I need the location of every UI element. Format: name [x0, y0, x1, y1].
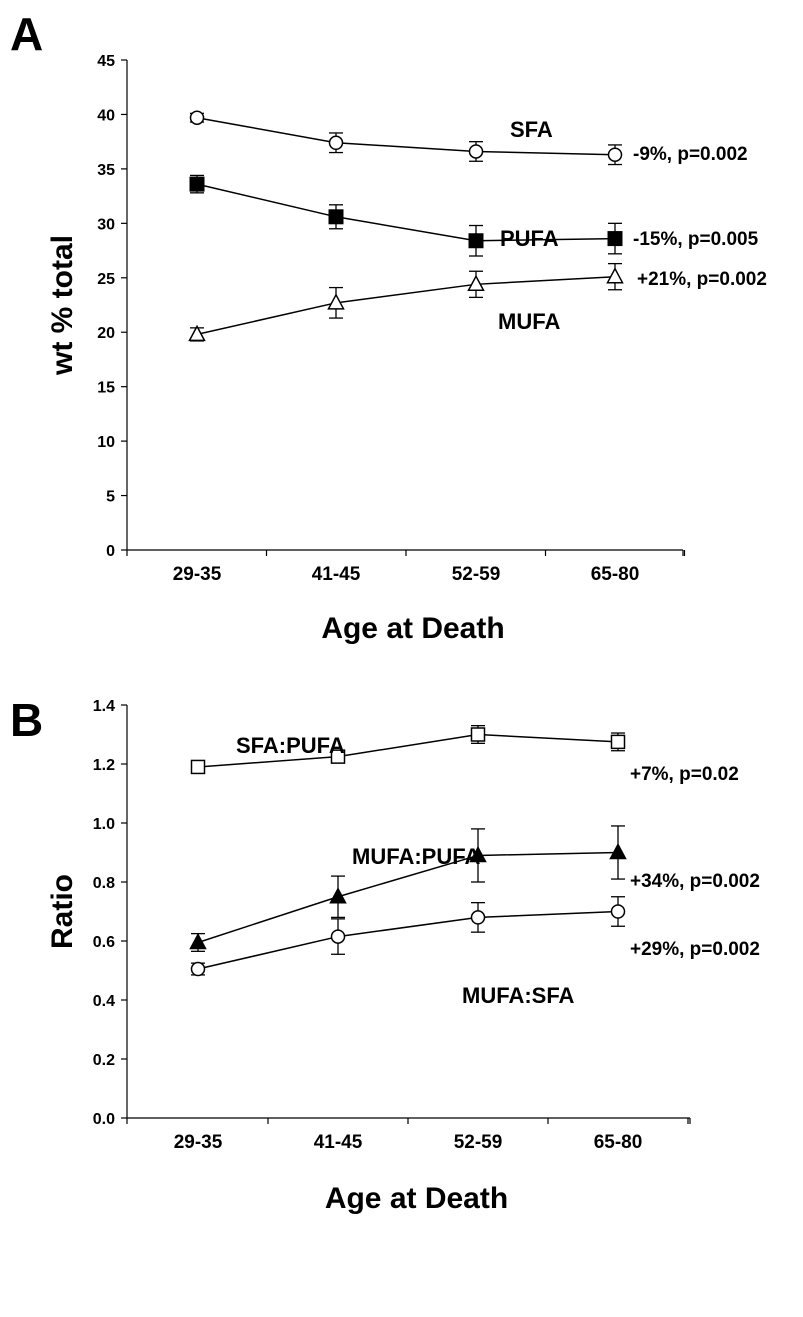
- series-label-pufa: PUFA: [500, 226, 559, 251]
- annotation-mufa-pufa: +34%, p=0.002: [630, 871, 760, 892]
- y-tick-label: 0.4: [93, 993, 115, 1010]
- series-line-mufa-sfa: [197, 910, 619, 970]
- data-point-pufa: [328, 209, 344, 225]
- data-point-mufa-pufa: [189, 932, 207, 950]
- annotation-pufa: -15%, p=0.005: [633, 229, 759, 250]
- x-tick-label: 65-80: [594, 1132, 643, 1153]
- data-point-sfa: [468, 144, 484, 159]
- y-axis-title: wt % total: [46, 235, 79, 376]
- x-tick-label: 29-35: [173, 564, 222, 585]
- data-point-sfa: [189, 110, 205, 125]
- data-point-pufa: [468, 233, 484, 249]
- data-point-mufa: [327, 293, 345, 310]
- series-label-sfa: SFA: [510, 117, 553, 142]
- annotation-sfa-pufa: +7%, p=0.02: [630, 764, 739, 785]
- x-tick-label: 52-59: [454, 1132, 503, 1153]
- data-point-sfa: [328, 135, 344, 151]
- y-tick-label: 15: [97, 380, 115, 397]
- data-point-mufa-sfa: [610, 904, 626, 919]
- x-tick-label: 41-45: [312, 564, 361, 585]
- y-tick-label: 40: [97, 107, 115, 124]
- series-line-pufa: [196, 183, 616, 242]
- data-point-sfa-pufa: [330, 749, 346, 764]
- y-axis-title: Ratio: [46, 874, 79, 949]
- data-point-mufa: [188, 324, 206, 342]
- y-tick-label: 10: [97, 434, 115, 451]
- y-tick-label: 1.0: [93, 816, 115, 833]
- annotation-mufa-sfa: +29%, p=0.002: [630, 939, 760, 960]
- y-tick-label: 45: [97, 53, 115, 70]
- series-line-mufa-pufa: [197, 851, 619, 944]
- x-tick-label: 41-45: [314, 1132, 363, 1153]
- data-point-mufa-sfa: [470, 910, 486, 925]
- x-axis-title: Age at Death: [325, 1182, 508, 1215]
- y-tick-label: 35: [97, 162, 115, 179]
- panel-letter-b: B: [10, 694, 43, 746]
- series-line-sfa: [196, 116, 616, 156]
- panel-a-chart: A 0 5 10 15 20 25 30 35 40 45 29-35 41-45 52-59 65-80 A…: [10, 8, 767, 645]
- annotation-mufa: +21%, p=0.002: [637, 269, 767, 290]
- y-tick-label: 25: [97, 271, 115, 288]
- x-tick-label: 65-80: [591, 564, 640, 585]
- y-tick-label: 30: [97, 216, 115, 233]
- series-label-sfa-pufa: SFA:PUFA: [236, 733, 345, 758]
- data-point-sfa-pufa: [190, 759, 206, 775]
- data-point-mufa-sfa: [330, 929, 346, 944]
- y-tick-label: 0.6: [93, 934, 115, 951]
- y-tick-label: 20: [97, 325, 115, 342]
- x-tick-label: 29-35: [174, 1132, 223, 1153]
- data-point-sfa: [607, 147, 623, 162]
- panel-letter-a: A: [10, 8, 43, 60]
- data-point-sfa-pufa: [470, 727, 486, 742]
- y-tick-label: 5: [106, 489, 115, 506]
- panel-b-chart: B 0.0 0.2 0.4 0.6 0.8 1.0 1.2 1.4 29-35 41-45 52-59…: [10, 694, 760, 1215]
- series-line-mufa: [196, 275, 616, 336]
- data-point-mufa-pufa: [469, 845, 487, 863]
- annotation-sfa: -9%, p=0.002: [633, 144, 748, 165]
- x-axis-title: Age at Death: [321, 612, 504, 645]
- series-label-mufa-pufa: MUFA:PUFA: [352, 844, 480, 869]
- data-point-sfa-pufa: [610, 734, 626, 750]
- data-point-mufa-pufa: [609, 842, 627, 860]
- data-point-mufa-pufa: [329, 887, 347, 904]
- data-point-mufa: [606, 267, 624, 284]
- data-point-pufa: [189, 176, 205, 192]
- y-tick-label: 1.2: [93, 757, 115, 774]
- y-tick-label: 0.8: [93, 875, 115, 892]
- y-tick-label: 0: [106, 543, 115, 560]
- x-tick-label: 52-59: [452, 564, 501, 585]
- series-line-sfa-pufa: [197, 733, 619, 768]
- y-tick-label: 0.2: [93, 1052, 115, 1069]
- y-tick-label: 1.4: [93, 698, 115, 715]
- series-label-mufa: MUFA: [498, 309, 560, 334]
- data-point-mufa-sfa: [190, 961, 206, 977]
- y-tick-label: 0.0: [93, 1111, 115, 1128]
- data-point-mufa: [467, 274, 485, 292]
- data-point-pufa: [607, 231, 623, 247]
- series-label-mufa-sfa: MUFA:SFA: [462, 983, 575, 1008]
